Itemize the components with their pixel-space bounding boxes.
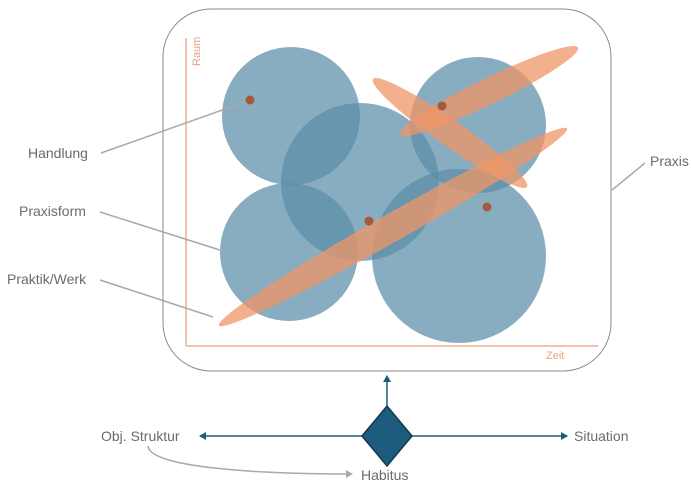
praktik-ellipse-cross <box>372 78 528 188</box>
leader-handlung <box>100 101 246 154</box>
label-situation: Situation <box>574 428 628 444</box>
y-axis-label: Raum <box>191 37 203 66</box>
leader-praxisform <box>99 211 224 252</box>
dot-bottom-right <box>482 202 492 212</box>
dot-handlung <box>245 95 255 105</box>
x-axis-label: Zeit <box>546 350 564 362</box>
dot-top-right <box>437 101 447 111</box>
leader-lines <box>99 101 646 318</box>
praktik-ellipse-long <box>218 127 568 327</box>
leader-praxis <box>611 162 646 191</box>
label-praxisform: Praxisform <box>19 203 86 219</box>
praktik-ellipses <box>218 46 579 327</box>
label-obj-struktur: Obj. Struktur <box>101 428 180 444</box>
curve-obj-struktur-to-habitus <box>147 445 353 478</box>
leader-praktik-werk <box>99 279 214 318</box>
label-habitus: Habitus <box>361 467 408 483</box>
label-praktik-werk: Praktik/Werk <box>7 271 87 287</box>
label-praxis: Praxis <box>650 153 689 169</box>
label-handlung: Handlung <box>28 145 88 161</box>
dot-center <box>364 216 374 226</box>
habitus-diamond <box>361 404 413 468</box>
dots <box>245 95 492 226</box>
